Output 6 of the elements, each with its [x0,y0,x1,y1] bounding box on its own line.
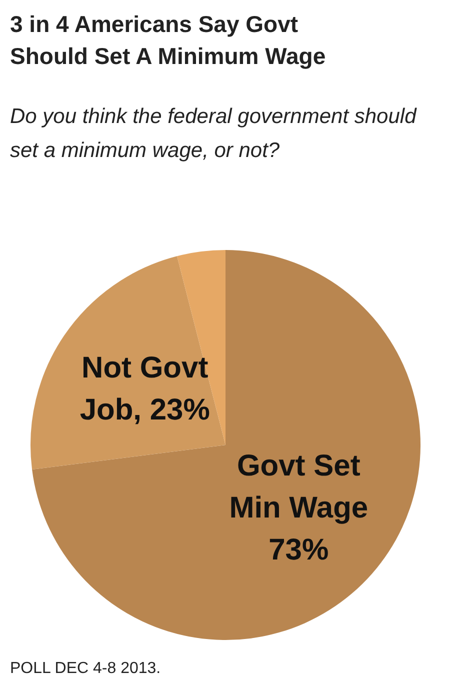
data-label: 73% [268,534,329,567]
chart-subtitle: Do you think the federal government should set a minimum wage, or not? [10,104,418,164]
chart-title: 3 in 4 Americans Say Govt Should Set A Minimum Wage [10,10,327,71]
slice-label: Govt Set Min Wage [229,450,368,525]
text: POLL DEC 4-8 2013. [10,660,161,678]
slice-label: Not Govt Job, 23% [80,351,210,426]
